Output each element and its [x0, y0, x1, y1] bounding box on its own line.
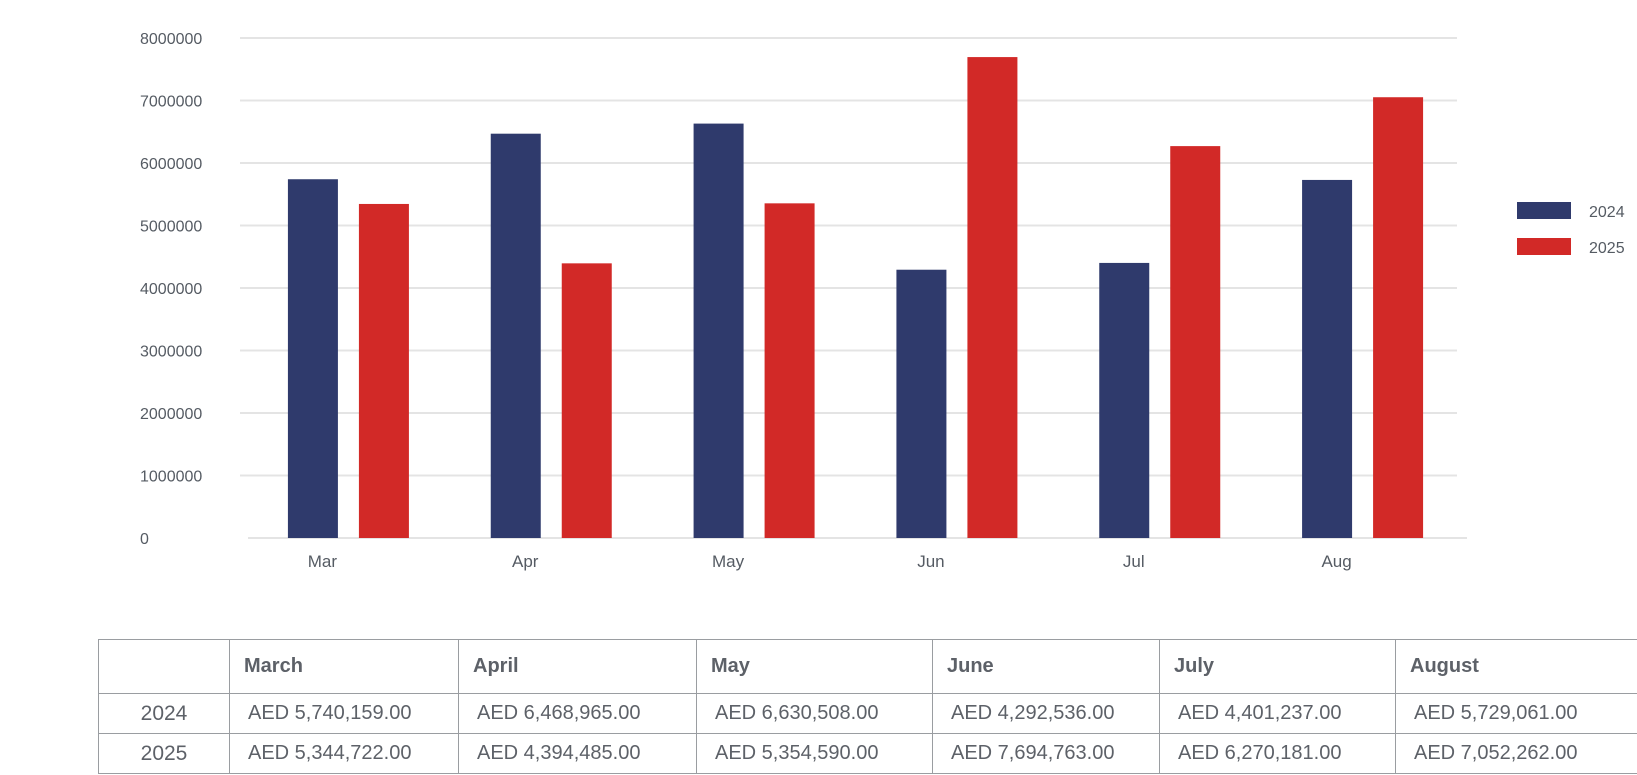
bar-2025-aug — [1373, 97, 1424, 538]
table-cell: AED 5,729,061.00 — [1395, 693, 1637, 734]
x-tick-label: Jun — [917, 552, 944, 571]
y-tick-label: 0 — [140, 531, 149, 548]
table-header-april: April — [458, 639, 697, 694]
row-label-2025: 2025 — [98, 733, 230, 774]
table-header-august: August — [1395, 639, 1637, 694]
y-tick-label: 5000000 — [140, 219, 202, 236]
bar-2024-jul — [1099, 262, 1150, 538]
table-cell: AED 5,354,590.00 — [696, 733, 933, 774]
bar-2025-mar — [358, 203, 409, 538]
table-cell: AED 4,394,485.00 — [458, 733, 697, 774]
x-tick-label: Jul — [1123, 552, 1145, 571]
table-header-march: March — [229, 639, 459, 694]
table-cell: AED 5,344,722.00 — [229, 733, 459, 774]
x-tick-label: Mar — [308, 552, 338, 571]
x-tick-label: Apr — [512, 552, 539, 571]
bar-2024-aug — [1302, 179, 1353, 538]
bars — [287, 57, 1424, 539]
bar-2025-may — [764, 203, 815, 538]
table-cell: AED 6,630,508.00 — [696, 693, 933, 734]
table-header-june: June — [932, 639, 1160, 694]
bar-2024-apr — [490, 133, 541, 538]
table-cell: AED 7,694,763.00 — [932, 733, 1160, 774]
bar-2024-jun — [896, 269, 947, 538]
legend-swatch-2024 — [1517, 202, 1571, 219]
table-header-may: May — [696, 639, 933, 694]
table-cell: AED 6,270,181.00 — [1159, 733, 1396, 774]
table-cell: AED 5,740,159.00 — [229, 693, 459, 734]
y-tick-label: 1000000 — [140, 469, 202, 486]
grid-lines — [240, 37, 1467, 539]
y-tick-label: 4000000 — [140, 281, 202, 298]
bar-2025-jun — [967, 57, 1018, 539]
table-row: 2024 AED 5,740,159.00 AED 6,468,965.00 A… — [98, 693, 1637, 734]
y-axis: 0 1000000 2000000 3000000 4000000 5000000 6000… — [140, 31, 202, 548]
table-cell: AED 4,292,536.00 — [932, 693, 1160, 734]
y-tick-label: 7000000 — [140, 94, 202, 111]
table-row: 2025 AED 5,344,722.00 AED 4,394,485.00 A… — [98, 733, 1637, 774]
table-cell: AED 4,401,237.00 — [1159, 693, 1396, 734]
x-axis: Mar Apr May Jun Jul Aug — [308, 552, 1352, 571]
legend-swatch-2025 — [1517, 238, 1571, 255]
legend-label-2025: 2025 — [1589, 240, 1625, 257]
y-tick-label: 3000000 — [140, 344, 202, 361]
data-table: March April May June July August 2024 AE… — [98, 639, 1637, 774]
legend: 2024 2025 — [1517, 202, 1625, 257]
y-tick-label: 2000000 — [140, 406, 202, 423]
bar-2024-mar — [287, 179, 338, 539]
table-cell: AED 7,052,262.00 — [1395, 733, 1637, 774]
table-header-july: July — [1159, 639, 1396, 694]
table-cell: AED 6,468,965.00 — [458, 693, 697, 734]
x-tick-label: May — [712, 552, 745, 571]
bar-2025-jul — [1170, 146, 1221, 538]
y-tick-label: 8000000 — [140, 31, 202, 48]
table-header-corner — [98, 639, 230, 694]
legend-label-2024: 2024 — [1589, 204, 1625, 221]
table-header-row: March April May June July August — [98, 639, 1637, 694]
x-tick-label: Aug — [1321, 552, 1351, 571]
bar-2024-may — [693, 123, 744, 538]
row-label-2024: 2024 — [98, 693, 230, 734]
bar-2025-apr — [561, 263, 612, 538]
bar-chart: 0 1000000 2000000 3000000 4000000 5000000 6000… — [140, 31, 1625, 571]
y-tick-label: 6000000 — [140, 156, 202, 173]
